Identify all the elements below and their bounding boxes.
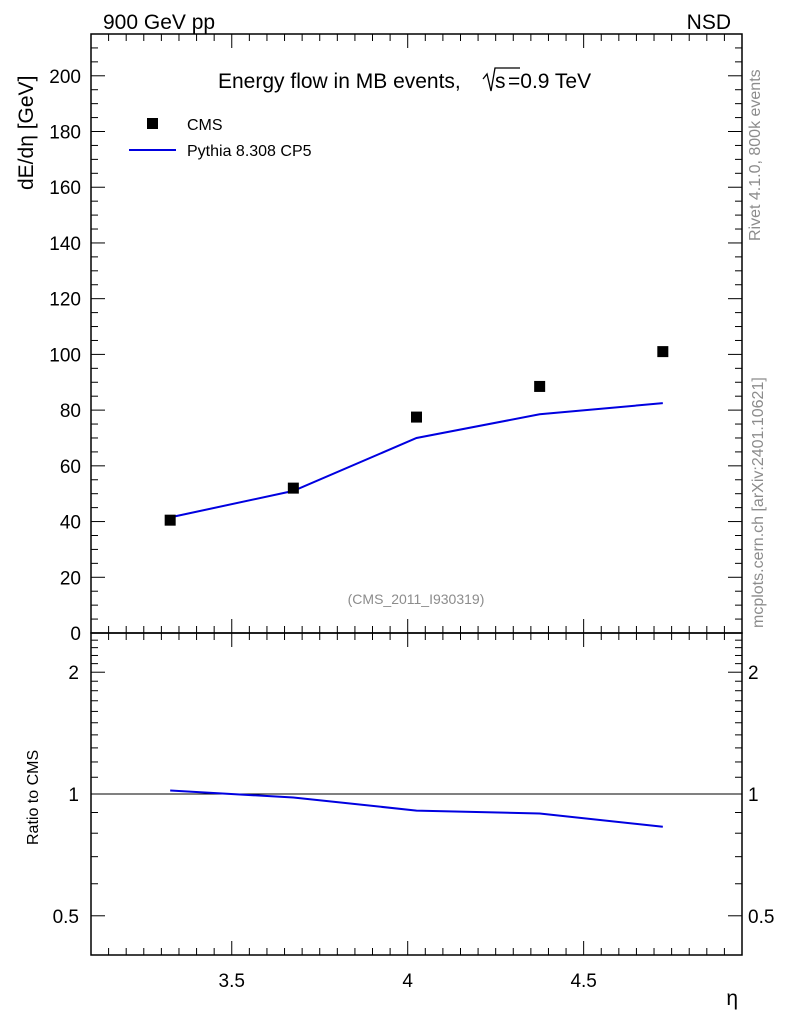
ratio-y-tick-label: 0.5 [53,907,79,928]
cms-data-point [657,346,669,358]
y-tick-label: 140 [49,234,81,255]
chart-title-prefix: Energy flow in MB events, [218,70,461,93]
cms-data-point [164,514,176,526]
y-tick-label: 0 [70,624,81,645]
chart-title-sqrt: s [495,70,506,93]
ratio-y-tick-label: 1 [68,785,79,806]
y-tick-label: 160 [49,178,81,199]
header-right: NSD [687,11,731,34]
legend-pythia-label: Pythia 8.308 CP5 [187,143,312,160]
cms-data-point [534,380,546,392]
cms-data-point [411,411,422,423]
x-tick-label: 4.5 [570,971,596,992]
main-y-axis-title: dE/dη [GeV] [15,76,38,190]
main-axis-ticks [91,34,743,955]
cms-data-point [287,482,299,494]
y-tick-label: 120 [49,290,81,311]
x-tick-labels: 3.5 4 4.5 [219,971,597,992]
legend-cms-marker [147,118,158,129]
chart-title-suffix: =0.9 TeV [508,70,591,93]
y-tick-label: 60 [60,457,81,478]
y-tick-label: 20 [60,568,81,589]
ratio-axis-ticks [91,639,742,956]
y-tick-label: 80 [60,401,81,422]
x-tick-label: 3.5 [219,971,245,992]
y-tick-label: 40 [60,513,81,534]
ratio-series-line [170,789,663,828]
pythia-series-line [169,402,663,519]
mcplots-label: mcplots.cern.ch [arXiv:2401.10621] [750,377,767,628]
ratio-y-axis-title: Ratio to CMS [25,750,42,845]
main-data-layer [164,346,669,526]
ratio-y-tick-label: 2 [68,663,79,684]
x-tick-label: 4 [402,971,413,992]
rivet-label: Rivet 4.1.0, 800k events [747,69,764,241]
ratio-data-layer [170,789,663,828]
y-tick-label: 180 [49,123,81,144]
main-y-tick-labels: 0 20 40 60 80 100 120 140 160 180 200 [49,67,81,645]
x-axis-title: η [726,987,738,1010]
ratio-y-tick-label-right: 1 [748,785,759,806]
sqrt-icon [482,67,520,92]
ratio-y-tick-label-right: 0.5 [748,907,774,928]
ratio-y-tick-labels: 0.5 0.5 1 1 2 2 [53,663,775,928]
ratio-y-tick-label-right: 2 [748,663,759,684]
analysis-id: (CMS_2011_I930319) [348,591,485,607]
legend-cms-label: CMS [187,117,223,134]
y-tick-label: 200 [49,67,81,88]
header-left: 900 GeV pp [103,11,215,34]
y-tick-label: 100 [49,345,81,366]
